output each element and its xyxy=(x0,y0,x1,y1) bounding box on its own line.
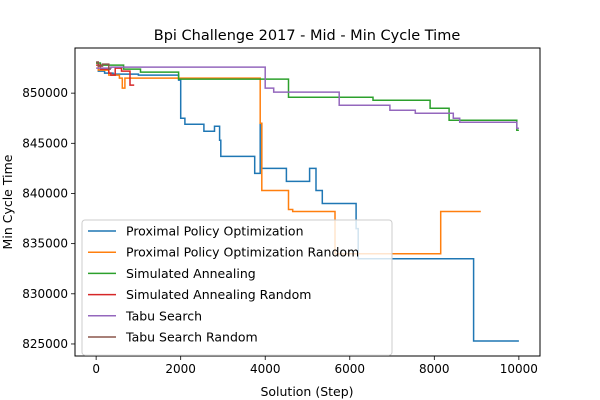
y-tick-label: 845000 xyxy=(22,136,68,150)
series-lines xyxy=(96,61,519,342)
chart-title: Bpi Challenge 2017 - Mid - Min Cycle Tim… xyxy=(154,28,461,44)
y-axis-label: Min Cycle Time xyxy=(0,154,15,249)
x-tick-label: 8000 xyxy=(419,362,450,376)
x-tick-label: 6000 xyxy=(334,362,365,376)
y-axis: 825000 830000 835000 840000 845000 850000 xyxy=(22,86,75,351)
x-tick-label: 10000 xyxy=(500,362,538,376)
plot-frame xyxy=(74,47,541,357)
legend-label-5: Tabu Search Random xyxy=(125,330,258,345)
x-tick-label: 2000 xyxy=(165,362,196,376)
y-tick-label: 835000 xyxy=(22,237,68,251)
x-axis-label: Solution (Step) xyxy=(260,384,353,399)
y-tick-label: 825000 xyxy=(22,337,68,351)
series-line-3 xyxy=(96,64,135,86)
legend-label-3: Simulated Annealing Random xyxy=(126,287,311,302)
legend-label-4: Tabu Search xyxy=(125,308,202,323)
series-line-0 xyxy=(96,62,519,342)
y-tick-label: 830000 xyxy=(22,287,68,301)
x-tick-label: 4000 xyxy=(250,362,281,376)
x-tick-label: 0 xyxy=(92,362,100,376)
legend-label-2: Simulated Annealing xyxy=(126,266,256,281)
legend-label-0: Proximal Policy Optimization xyxy=(126,224,304,239)
y-tick-label: 850000 xyxy=(22,86,68,100)
series-line-5 xyxy=(96,61,111,70)
legend: Proximal Policy Optimization Proximal Pol… xyxy=(81,219,393,356)
x-axis: 0 2000 4000 6000 8000 10000 xyxy=(92,356,538,376)
legend-box xyxy=(81,219,393,356)
series-line-4 xyxy=(96,66,519,130)
legend-label-1: Proximal Policy Optimization Random xyxy=(126,245,359,260)
y-tick-label: 840000 xyxy=(22,186,68,200)
